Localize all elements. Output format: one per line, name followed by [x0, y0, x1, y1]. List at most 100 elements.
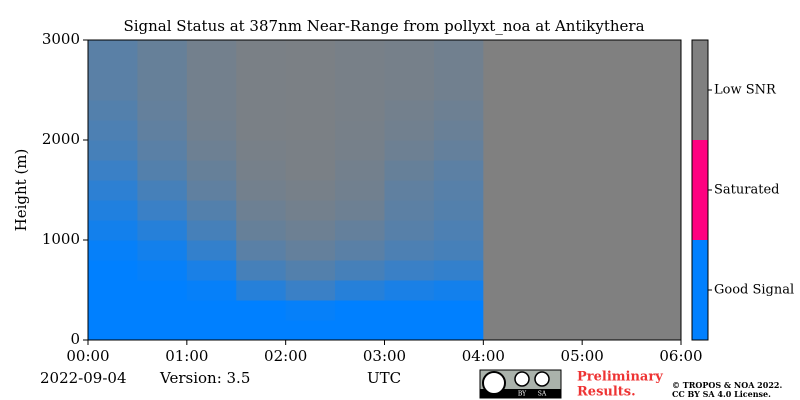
cell [88, 260, 138, 281]
cell [384, 300, 435, 321]
cell [186, 260, 237, 281]
colorbar-segment [692, 40, 708, 140]
cell [483, 260, 534, 281]
cell [631, 260, 682, 281]
cell [285, 240, 336, 261]
cell [137, 220, 188, 241]
cell [137, 60, 188, 81]
cell [335, 180, 385, 201]
cell [582, 120, 633, 141]
by-icon [514, 371, 530, 387]
date: 2022-09-04 [40, 369, 126, 387]
x-tick-label: 02:00 [264, 347, 307, 365]
x-tick-label: 06:00 [659, 347, 702, 365]
cell [186, 60, 237, 81]
cell [285, 140, 336, 161]
credit-line: CC BY SA 4.0 License. [672, 389, 771, 399]
cell [433, 240, 484, 261]
cell [285, 120, 336, 141]
x-tick-label: 01:00 [165, 347, 208, 365]
cell [532, 140, 583, 161]
cell [285, 60, 336, 81]
cell [631, 160, 682, 181]
cell [384, 240, 435, 261]
cell [285, 200, 336, 221]
cell [335, 300, 385, 321]
cell [236, 140, 287, 161]
cell [582, 60, 633, 81]
cell [384, 100, 435, 121]
cell [483, 60, 534, 81]
cell [582, 40, 633, 61]
cell [433, 120, 484, 141]
cell [88, 160, 138, 181]
cell [285, 160, 336, 181]
cell [631, 200, 682, 221]
cell [483, 40, 534, 61]
cell [631, 320, 682, 341]
cell [236, 200, 287, 221]
cell [532, 180, 583, 201]
cell [88, 180, 138, 201]
cell [335, 80, 385, 101]
x-tick-label: 03:00 [363, 347, 406, 365]
cell [236, 180, 287, 201]
cell [384, 180, 435, 201]
cell [532, 40, 583, 61]
cell [285, 80, 336, 101]
cell [186, 120, 237, 141]
cell [532, 200, 583, 221]
cell [137, 40, 188, 61]
cell [88, 100, 138, 121]
cell [186, 80, 237, 101]
cell [532, 300, 583, 321]
cell [236, 40, 287, 61]
cell [433, 80, 484, 101]
cell [582, 220, 633, 241]
cell [483, 240, 534, 261]
cell [285, 280, 336, 301]
cell [335, 120, 385, 141]
cell [137, 180, 188, 201]
cell [433, 220, 484, 241]
cell [186, 180, 237, 201]
y-tick-label: 3000 [42, 30, 80, 48]
cell [532, 80, 583, 101]
cell [137, 260, 188, 281]
cell [236, 240, 287, 261]
cell [433, 300, 484, 321]
cell [285, 100, 336, 121]
cell [631, 40, 682, 61]
x-axis-label: UTC [367, 369, 401, 387]
cell [532, 60, 583, 81]
cell [433, 200, 484, 221]
cell [582, 280, 633, 301]
cell [384, 220, 435, 241]
cell [236, 160, 287, 181]
cell [483, 220, 534, 241]
cell [582, 160, 633, 181]
cell [236, 260, 287, 281]
badge-sa: SA [538, 391, 547, 398]
cell [582, 260, 633, 281]
cell [433, 60, 484, 81]
cell [631, 100, 682, 121]
cell [483, 160, 534, 181]
cell [335, 220, 385, 241]
cell [236, 100, 287, 121]
cell [532, 120, 583, 141]
cell [236, 320, 287, 341]
colorbar-segment [692, 240, 708, 340]
badge-by: BY [518, 391, 527, 398]
cell [483, 80, 534, 101]
cell [631, 300, 682, 321]
cell [285, 260, 336, 281]
cell [384, 80, 435, 101]
cell [582, 240, 633, 261]
cell [433, 320, 484, 341]
cell [532, 160, 583, 181]
note-line: Preliminary [577, 370, 663, 385]
cell [137, 80, 188, 101]
cell [335, 280, 385, 301]
cell [582, 300, 633, 321]
